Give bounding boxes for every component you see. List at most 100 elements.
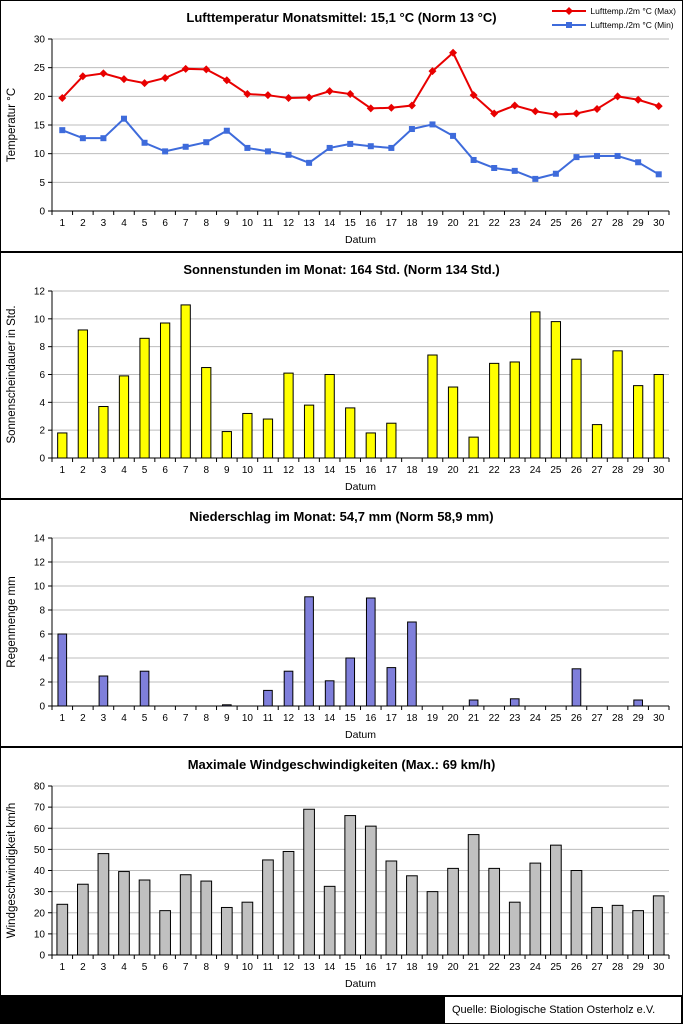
svg-text:16: 16 <box>365 465 377 476</box>
svg-text:10: 10 <box>242 713 254 724</box>
svg-text:20: 20 <box>447 713 459 724</box>
svg-text:18: 18 <box>406 218 418 229</box>
svg-text:70: 70 <box>34 803 46 814</box>
svg-text:19: 19 <box>427 465 439 476</box>
svg-text:17: 17 <box>386 218 398 229</box>
svg-text:2: 2 <box>39 678 45 689</box>
svg-text:22: 22 <box>489 465 501 476</box>
svg-text:22: 22 <box>489 713 501 724</box>
svg-text:Datum: Datum <box>345 234 376 246</box>
svg-text:0: 0 <box>39 951 45 962</box>
svg-text:10: 10 <box>242 218 254 229</box>
svg-text:24: 24 <box>530 465 542 476</box>
svg-text:Datum: Datum <box>345 729 376 741</box>
svg-text:25: 25 <box>550 218 562 229</box>
svg-text:22: 22 <box>489 218 501 229</box>
svg-text:10: 10 <box>34 149 46 160</box>
svg-text:9: 9 <box>224 962 230 973</box>
svg-text:24: 24 <box>530 962 542 973</box>
svg-text:0: 0 <box>39 454 45 465</box>
svg-text:17: 17 <box>386 713 398 724</box>
min-series-marker-icon <box>552 22 587 28</box>
svg-text:22: 22 <box>489 962 501 973</box>
svg-text:13: 13 <box>304 713 316 724</box>
svg-text:21: 21 <box>468 218 480 229</box>
svg-text:7: 7 <box>183 962 189 973</box>
svg-text:30: 30 <box>653 962 665 973</box>
svg-text:13: 13 <box>304 962 316 973</box>
svg-text:5: 5 <box>142 962 148 973</box>
svg-text:14: 14 <box>324 713 336 724</box>
svg-text:8: 8 <box>203 713 209 724</box>
svg-text:12: 12 <box>34 287 46 298</box>
svg-text:7: 7 <box>183 713 189 724</box>
legend-label-min: Lufttemp./2m °C (Min) <box>590 20 674 30</box>
svg-text:11: 11 <box>263 962 274 973</box>
svg-text:13: 13 <box>304 218 316 229</box>
svg-text:2: 2 <box>80 218 86 229</box>
svg-text:10: 10 <box>34 582 46 593</box>
svg-text:30: 30 <box>653 465 665 476</box>
svg-text:26: 26 <box>571 962 583 973</box>
svg-text:11: 11 <box>263 713 274 724</box>
sunshine-chart-title: Sonnenstunden im Monat: 164 Std. (Norm 1… <box>183 262 500 277</box>
svg-text:4: 4 <box>39 398 45 409</box>
svg-text:3: 3 <box>101 962 107 973</box>
svg-text:4: 4 <box>121 465 127 476</box>
svg-text:18: 18 <box>406 465 418 476</box>
svg-text:14: 14 <box>324 465 336 476</box>
precipitation-chart-title: Niederschlag im Monat: 54,7 mm (Norm 58,… <box>189 509 494 524</box>
svg-text:7: 7 <box>183 218 189 229</box>
svg-text:12: 12 <box>34 558 46 569</box>
svg-text:26: 26 <box>571 465 583 476</box>
svg-text:19: 19 <box>427 218 439 229</box>
panel-temperature: Lufttemperatur Monatsmittel: 15,1 °C (No… <box>0 0 683 252</box>
svg-text:18: 18 <box>406 713 418 724</box>
svg-text:23: 23 <box>509 218 521 229</box>
svg-text:1: 1 <box>60 465 66 476</box>
svg-text:12: 12 <box>283 465 295 476</box>
svg-text:12: 12 <box>283 713 295 724</box>
svg-text:1: 1 <box>60 713 66 724</box>
svg-text:50: 50 <box>34 845 46 856</box>
svg-text:19: 19 <box>427 713 439 724</box>
svg-text:30: 30 <box>653 713 665 724</box>
legend-label-max: Lufttemp./2m °C (Max) <box>590 6 676 16</box>
svg-text:30: 30 <box>34 887 46 898</box>
svg-text:2: 2 <box>80 962 86 973</box>
svg-text:5: 5 <box>39 178 45 189</box>
svg-text:25: 25 <box>550 465 562 476</box>
svg-text:18: 18 <box>406 962 418 973</box>
temperature-legend: Lufttemp./2m °C (Max) Lufttemp./2m °C (M… <box>551 6 676 30</box>
svg-text:Sonnenscheindauer in Std.: Sonnenscheindauer in Std. <box>6 305 18 443</box>
svg-text:28: 28 <box>612 218 624 229</box>
svg-text:7: 7 <box>183 465 189 476</box>
svg-text:12: 12 <box>283 962 295 973</box>
legend-item-min: Lufttemp./2m °C (Min) <box>551 20 676 30</box>
svg-text:16: 16 <box>365 962 377 973</box>
svg-text:40: 40 <box>34 866 46 877</box>
svg-text:11: 11 <box>263 218 274 229</box>
svg-text:9: 9 <box>224 218 230 229</box>
svg-text:23: 23 <box>509 465 521 476</box>
svg-text:2: 2 <box>80 713 86 724</box>
wind-chart-title: Maximale Windgeschwindigkeiten (Max.: 69… <box>187 757 496 772</box>
svg-text:3: 3 <box>101 713 107 724</box>
svg-text:4: 4 <box>121 218 127 229</box>
svg-text:25: 25 <box>550 713 562 724</box>
svg-text:3: 3 <box>101 218 107 229</box>
footer-bar: Quelle: Biologische Station Osterholz e.… <box>0 996 683 1024</box>
svg-text:6: 6 <box>162 962 168 973</box>
svg-text:30: 30 <box>653 218 665 229</box>
svg-text:30: 30 <box>34 35 46 46</box>
svg-text:3: 3 <box>101 465 107 476</box>
panel-precipitation: Niederschlag im Monat: 54,7 mm (Norm 58,… <box>0 499 683 747</box>
svg-text:Windgeschwindigkeit km/h: Windgeschwindigkeit km/h <box>6 803 18 939</box>
svg-text:5: 5 <box>142 218 148 229</box>
svg-text:80: 80 <box>34 782 46 793</box>
svg-text:15: 15 <box>34 121 46 132</box>
